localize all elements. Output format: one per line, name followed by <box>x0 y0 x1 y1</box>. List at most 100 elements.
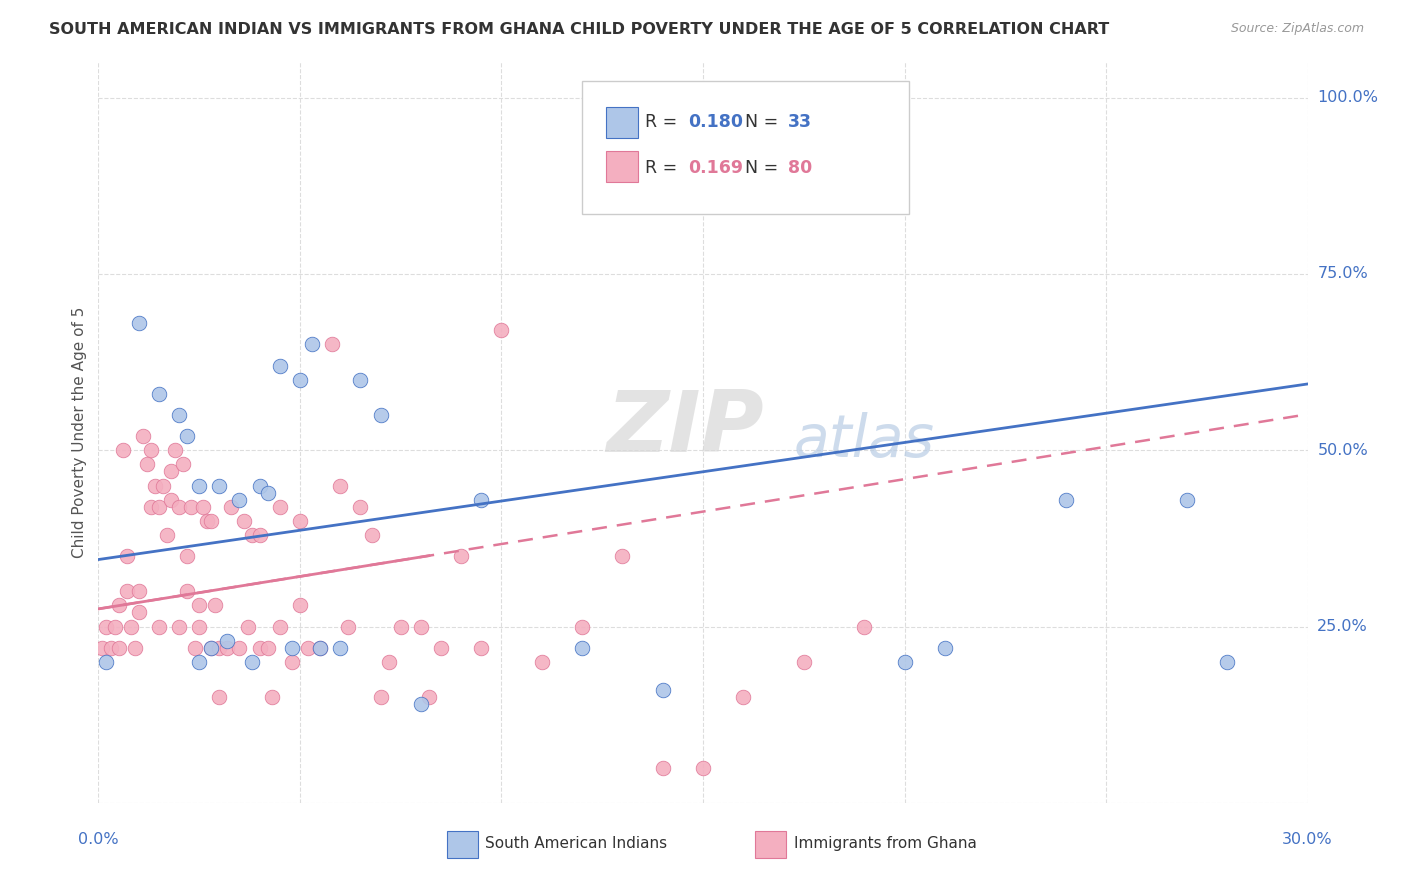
Point <box>337 619 360 633</box>
Point <box>240 655 263 669</box>
Point <box>208 478 231 492</box>
Point <box>180 500 202 514</box>
Point <box>135 458 157 472</box>
Point <box>228 492 250 507</box>
Point <box>288 373 311 387</box>
Text: 0.180: 0.180 <box>689 112 744 130</box>
Point <box>793 104 815 119</box>
Point <box>418 690 440 704</box>
Text: 30.0%: 30.0% <box>1282 832 1333 847</box>
Point <box>240 528 263 542</box>
Point <box>1175 492 1198 507</box>
Point <box>195 514 218 528</box>
Point <box>156 528 179 542</box>
Point <box>115 584 138 599</box>
Point <box>148 619 170 633</box>
Point <box>167 500 190 514</box>
Point <box>152 478 174 492</box>
Text: N =: N = <box>745 112 785 130</box>
Point <box>236 619 259 633</box>
Y-axis label: Child Poverty Under the Age of 5: Child Poverty Under the Age of 5 <box>72 307 87 558</box>
Point <box>208 640 231 655</box>
Point <box>853 619 876 633</box>
Point <box>143 478 166 492</box>
Point <box>651 683 673 698</box>
Point <box>450 549 472 563</box>
FancyBboxPatch shape <box>606 107 638 138</box>
Point <box>321 337 343 351</box>
Text: Immigrants from Ghana: Immigrants from Ghana <box>793 836 977 851</box>
Point <box>370 408 392 422</box>
Point <box>115 549 138 563</box>
Point <box>139 500 162 514</box>
Text: South American Indians: South American Indians <box>485 836 668 851</box>
Point <box>96 619 118 633</box>
Point <box>692 760 714 774</box>
Point <box>107 599 129 613</box>
Point <box>530 655 553 669</box>
Point <box>349 500 371 514</box>
Point <box>389 619 412 633</box>
Point <box>297 640 319 655</box>
Point <box>167 408 190 422</box>
Point <box>249 528 271 542</box>
Point <box>329 640 352 655</box>
Point <box>160 464 183 478</box>
Point <box>160 492 183 507</box>
Point <box>612 549 634 563</box>
Point <box>260 690 283 704</box>
Point <box>91 640 114 655</box>
Point <box>349 373 371 387</box>
Point <box>188 478 211 492</box>
Point <box>571 619 593 633</box>
Point <box>103 619 125 633</box>
Point <box>172 458 194 472</box>
Point <box>281 640 304 655</box>
Point <box>934 640 956 655</box>
Text: 0.0%: 0.0% <box>79 832 118 847</box>
Point <box>288 514 311 528</box>
Point <box>176 429 198 443</box>
Point <box>176 584 198 599</box>
FancyBboxPatch shape <box>606 152 638 182</box>
Point <box>139 443 162 458</box>
Point <box>148 500 170 514</box>
Point <box>470 492 492 507</box>
Point <box>491 323 513 337</box>
Point <box>430 640 453 655</box>
Text: R =: R = <box>645 159 683 177</box>
FancyBboxPatch shape <box>447 831 478 857</box>
Point <box>361 528 384 542</box>
Point <box>269 619 291 633</box>
Point <box>281 655 304 669</box>
Text: N =: N = <box>745 159 785 177</box>
Text: SOUTH AMERICAN INDIAN VS IMMIGRANTS FROM GHANA CHILD POVERTY UNDER THE AGE OF 5 : SOUTH AMERICAN INDIAN VS IMMIGRANTS FROM… <box>49 22 1109 37</box>
Point <box>111 443 134 458</box>
Point <box>409 697 432 711</box>
Point <box>269 500 291 514</box>
Point <box>651 760 673 774</box>
Text: ZIP: ZIP <box>606 387 763 470</box>
Point <box>1054 492 1077 507</box>
Point <box>148 387 170 401</box>
Point <box>249 640 271 655</box>
Point <box>96 655 118 669</box>
Point <box>217 633 239 648</box>
Point <box>132 429 155 443</box>
Point <box>163 443 186 458</box>
Point <box>120 619 142 633</box>
Point <box>107 640 129 655</box>
Point <box>124 640 146 655</box>
Text: 50.0%: 50.0% <box>1317 442 1368 458</box>
Point <box>200 640 222 655</box>
Point <box>1216 655 1239 669</box>
Point <box>409 619 432 633</box>
Point <box>167 619 190 633</box>
Point <box>100 640 122 655</box>
Point <box>176 549 198 563</box>
Text: 25.0%: 25.0% <box>1317 619 1368 634</box>
Text: 80: 80 <box>787 159 811 177</box>
Point <box>711 97 734 112</box>
Point <box>232 514 254 528</box>
Point <box>301 337 323 351</box>
